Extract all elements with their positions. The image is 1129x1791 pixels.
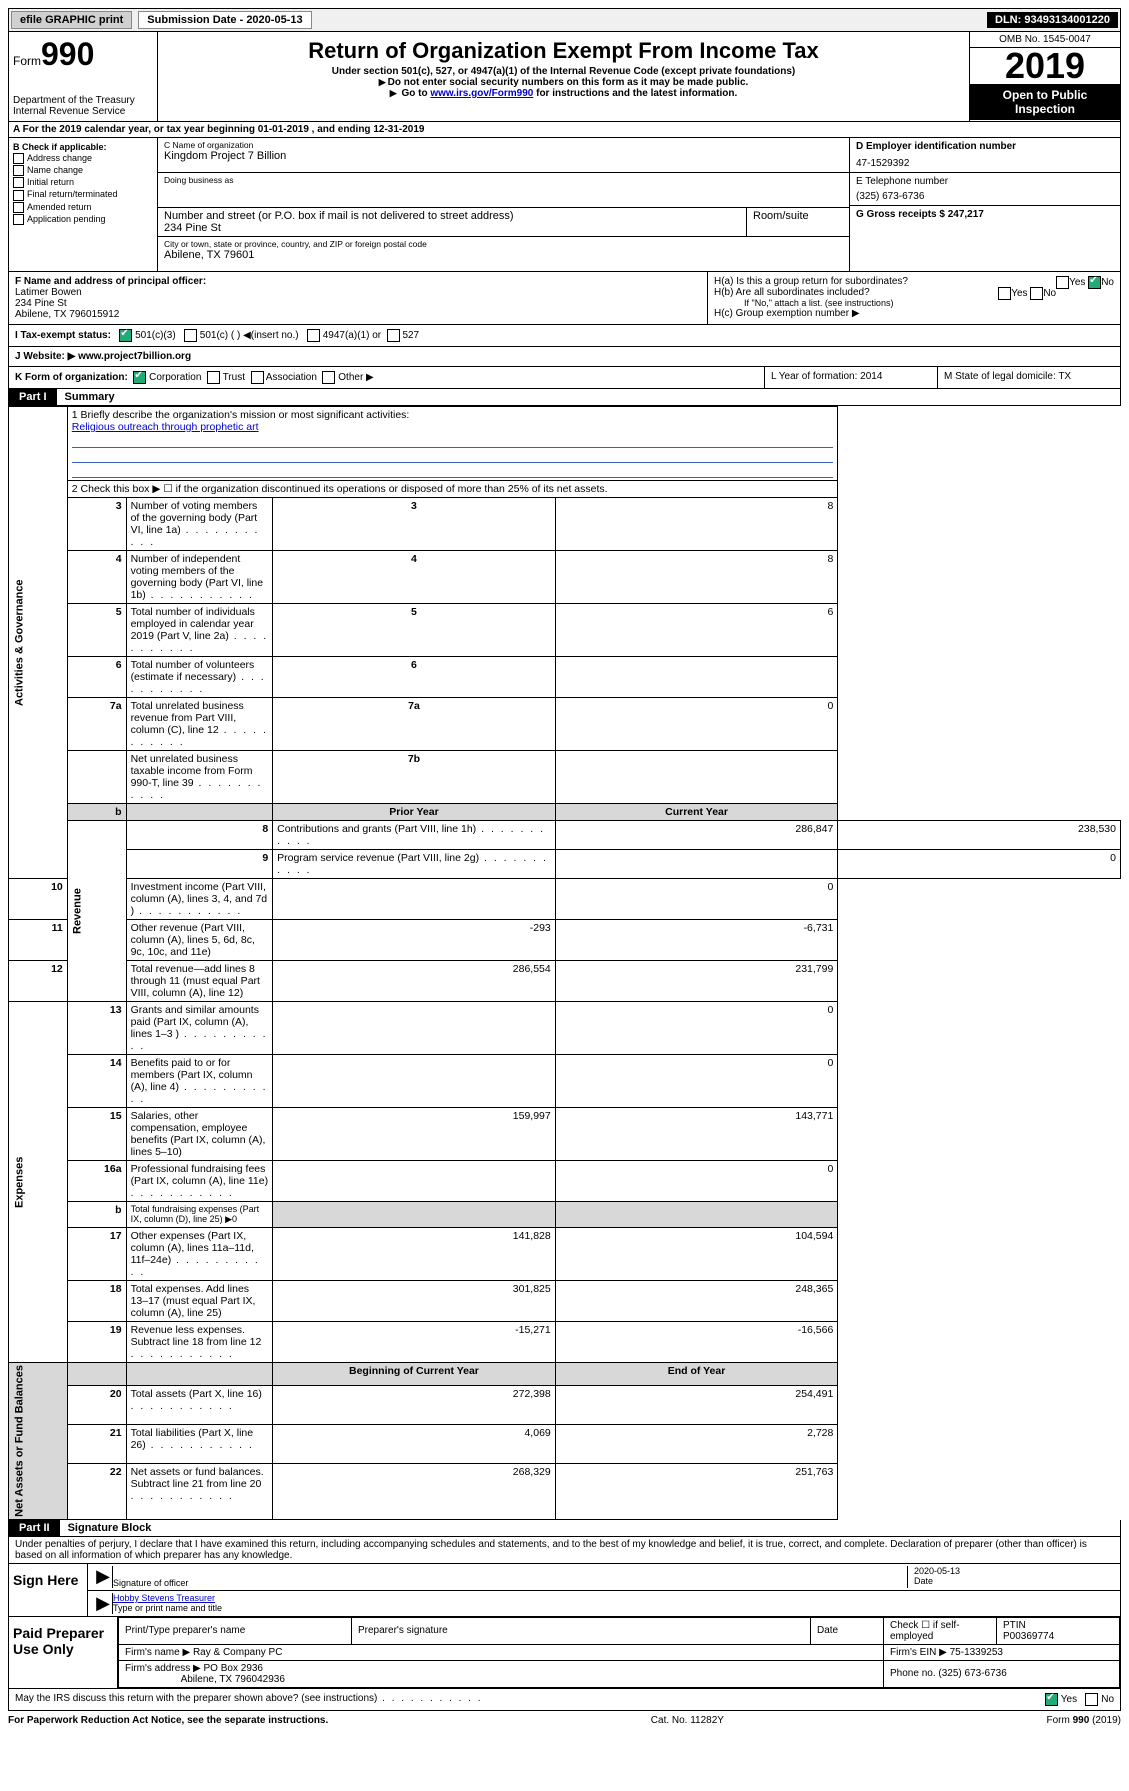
page-footer: For Paperwork Reduction Act Notice, see … bbox=[8, 1711, 1121, 1730]
part2-header: Part IISignature Block bbox=[8, 1520, 1121, 1537]
dba-cell: Doing business as bbox=[158, 173, 849, 208]
chk-address-change[interactable]: Address change bbox=[13, 153, 153, 164]
open-inspection-badge: Open to Public Inspection bbox=[970, 84, 1120, 120]
chk-final-return[interactable]: Final return/terminated bbox=[13, 189, 153, 200]
cat-expenses: Expenses bbox=[9, 1002, 68, 1363]
dept-label: Department of the Treasury bbox=[13, 95, 153, 106]
cat-activities: Activities & Governance bbox=[9, 407, 68, 879]
box-b-title: B Check if applicable: bbox=[13, 142, 153, 152]
submission-date: Submission Date - 2020-05-13 bbox=[138, 11, 311, 29]
irs-label: Internal Revenue Service bbox=[13, 106, 153, 117]
box-b-checkboxes: B Check if applicable: Address change Na… bbox=[9, 138, 158, 271]
dln-label: DLN: 93493134001220 bbox=[987, 12, 1118, 28]
top-toolbar: efile GRAPHIC print Submission Date - 20… bbox=[8, 8, 1121, 32]
perjury-declaration: Under penalties of perjury, I declare th… bbox=[9, 1537, 1120, 1564]
ein-cell: D Employer identification number 47-1529… bbox=[850, 138, 1120, 173]
chk-initial-return[interactable]: Initial return bbox=[13, 177, 153, 188]
form-title: Return of Organization Exempt From Incom… bbox=[162, 38, 965, 64]
subtitle-3: Go to www.irs.gov/Form990 for instructio… bbox=[162, 88, 965, 99]
line1-label: 1 Briefly describe the organization's mi… bbox=[72, 409, 834, 421]
form-number: Form990 bbox=[13, 36, 153, 73]
chk-app-pending[interactable]: Application pending bbox=[13, 214, 153, 225]
box-h: H(a) Is this a group return for subordin… bbox=[707, 272, 1120, 324]
gross-receipts: G Gross receipts $ 247,217 bbox=[850, 206, 1120, 223]
line2: 2 Check this box ▶ ☐ if the organization… bbox=[67, 481, 838, 498]
state-domicile: M State of legal domicile: TX bbox=[938, 367, 1120, 388]
cat-revenue: Revenue bbox=[67, 821, 126, 1002]
subtitle-2: Do not enter social security numbers on … bbox=[162, 77, 965, 88]
row-k: K Form of organization: Corporation Trus… bbox=[8, 367, 1121, 389]
org-name-cell: C Name of organization Kingdom Project 7… bbox=[158, 138, 849, 173]
efile-button[interactable]: efile GRAPHIC print bbox=[11, 11, 132, 29]
header-info-block: B Check if applicable: Address change Na… bbox=[8, 138, 1121, 272]
phone-cell: E Telephone number (325) 673-6736 bbox=[850, 173, 1120, 206]
mission-text[interactable]: Religious outreach through prophetic art bbox=[72, 421, 259, 433]
chk-amended[interactable]: Amended return bbox=[13, 202, 153, 213]
arrow-icon: ▶ bbox=[94, 1593, 113, 1614]
section-a-taxyear: A For the 2019 calendar year, or tax yea… bbox=[8, 122, 1121, 138]
row-f-h: F Name and address of principal officer:… bbox=[8, 272, 1121, 325]
officer-name-link[interactable]: Hobby Stevens Treasurer bbox=[113, 1593, 215, 1603]
signature-block: Under penalties of perjury, I declare th… bbox=[8, 1537, 1121, 1617]
tax-year: 2019 bbox=[970, 48, 1120, 84]
form-header: Form990 Department of the Treasury Inter… bbox=[8, 32, 1121, 122]
chk-name-change[interactable]: Name change bbox=[13, 165, 153, 176]
sign-here-label: Sign Here bbox=[9, 1564, 88, 1616]
summary-table: Activities & Governance 1 Briefly descri… bbox=[8, 406, 1121, 1520]
address-row: Number and street (or P.O. box if mail i… bbox=[158, 208, 849, 237]
form990-link[interactable]: www.irs.gov/Form990 bbox=[430, 88, 533, 99]
box-f-officer: F Name and address of principal officer:… bbox=[9, 272, 707, 324]
row-i-tax-status: I Tax-exempt status: 501(c)(3) 501(c) ( … bbox=[8, 325, 1121, 347]
paid-preparer-label: Paid Preparer Use Only bbox=[9, 1617, 118, 1688]
row-j-website: J Website: ▶ www.project7billion.org bbox=[8, 347, 1121, 367]
paid-preparer-block: Paid Preparer Use Only Print/Type prepar… bbox=[8, 1617, 1121, 1689]
discuss-row: May the IRS discuss this return with the… bbox=[8, 1689, 1121, 1711]
year-formation: L Year of formation: 2014 bbox=[765, 367, 938, 388]
cat-netassets: Net Assets or Fund Balances bbox=[9, 1363, 68, 1520]
part1-header: Part ISummary bbox=[8, 389, 1121, 406]
city-cell: City or town, state or province, country… bbox=[158, 237, 849, 271]
subtitle-1: Under section 501(c), 527, or 4947(a)(1)… bbox=[162, 66, 965, 77]
arrow-icon: ▶ bbox=[94, 1566, 113, 1588]
